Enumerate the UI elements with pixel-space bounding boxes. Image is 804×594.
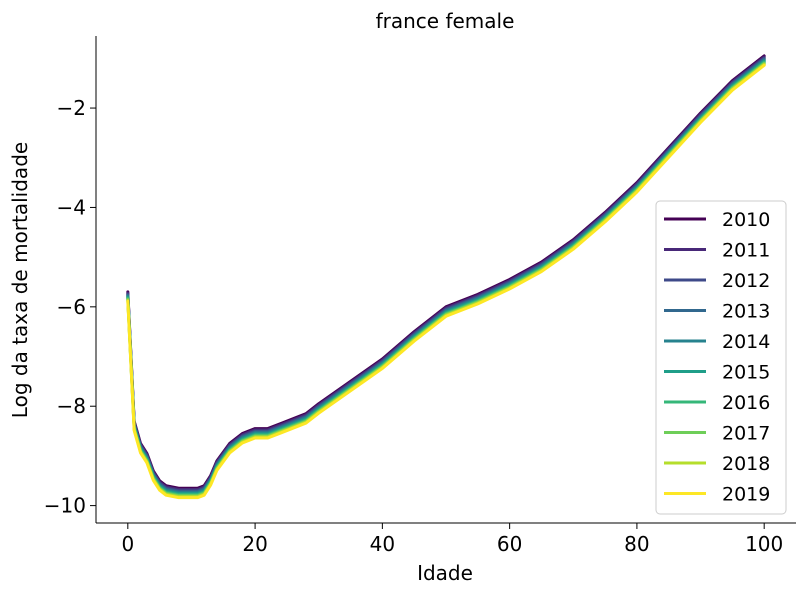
chart-title: france female [376,9,515,33]
legend-label-2012: 2012 [722,270,770,292]
x-tick-label: 100 [745,532,783,556]
legend-label-2010: 2010 [722,209,770,231]
x-tick-label: 60 [497,532,522,556]
x-axis-label: Idade [417,561,473,585]
legend: 2010 2011 2012 2013 2014 2015 2016 2017 2018 2019 [655,200,787,515]
series-line-2019 [126,63,766,500]
legend-label-2019: 2019 [722,484,770,506]
x-tick-label: 80 [624,532,649,556]
series-layer [126,54,766,500]
legend-label-2018: 2018 [722,453,770,475]
legend-label-2011: 2011 [722,240,770,262]
y-axis-label: Log da taxa de mortalidade [8,142,32,418]
y-tick-label: −8 [57,394,86,418]
legend-label-2017: 2017 [722,423,770,445]
legend-label-2014: 2014 [722,331,770,353]
x-ticks: 0 20 40 60 80 100 [121,523,783,556]
x-tick-label: 40 [370,532,395,556]
y-tick-label: −2 [57,96,86,120]
x-tick-label: 20 [242,532,267,556]
legend-label-2015: 2015 [722,362,770,384]
y-tick-label: −10 [44,494,86,518]
x-tick-label: 0 [121,532,134,556]
y-ticks: −10 −8 −6 −4 −2 [44,96,96,518]
legend-label-2016: 2016 [722,392,770,414]
y-tick-label: −6 [57,295,86,319]
legend-label-2013: 2013 [722,301,770,323]
y-tick-label: −4 [57,195,86,219]
